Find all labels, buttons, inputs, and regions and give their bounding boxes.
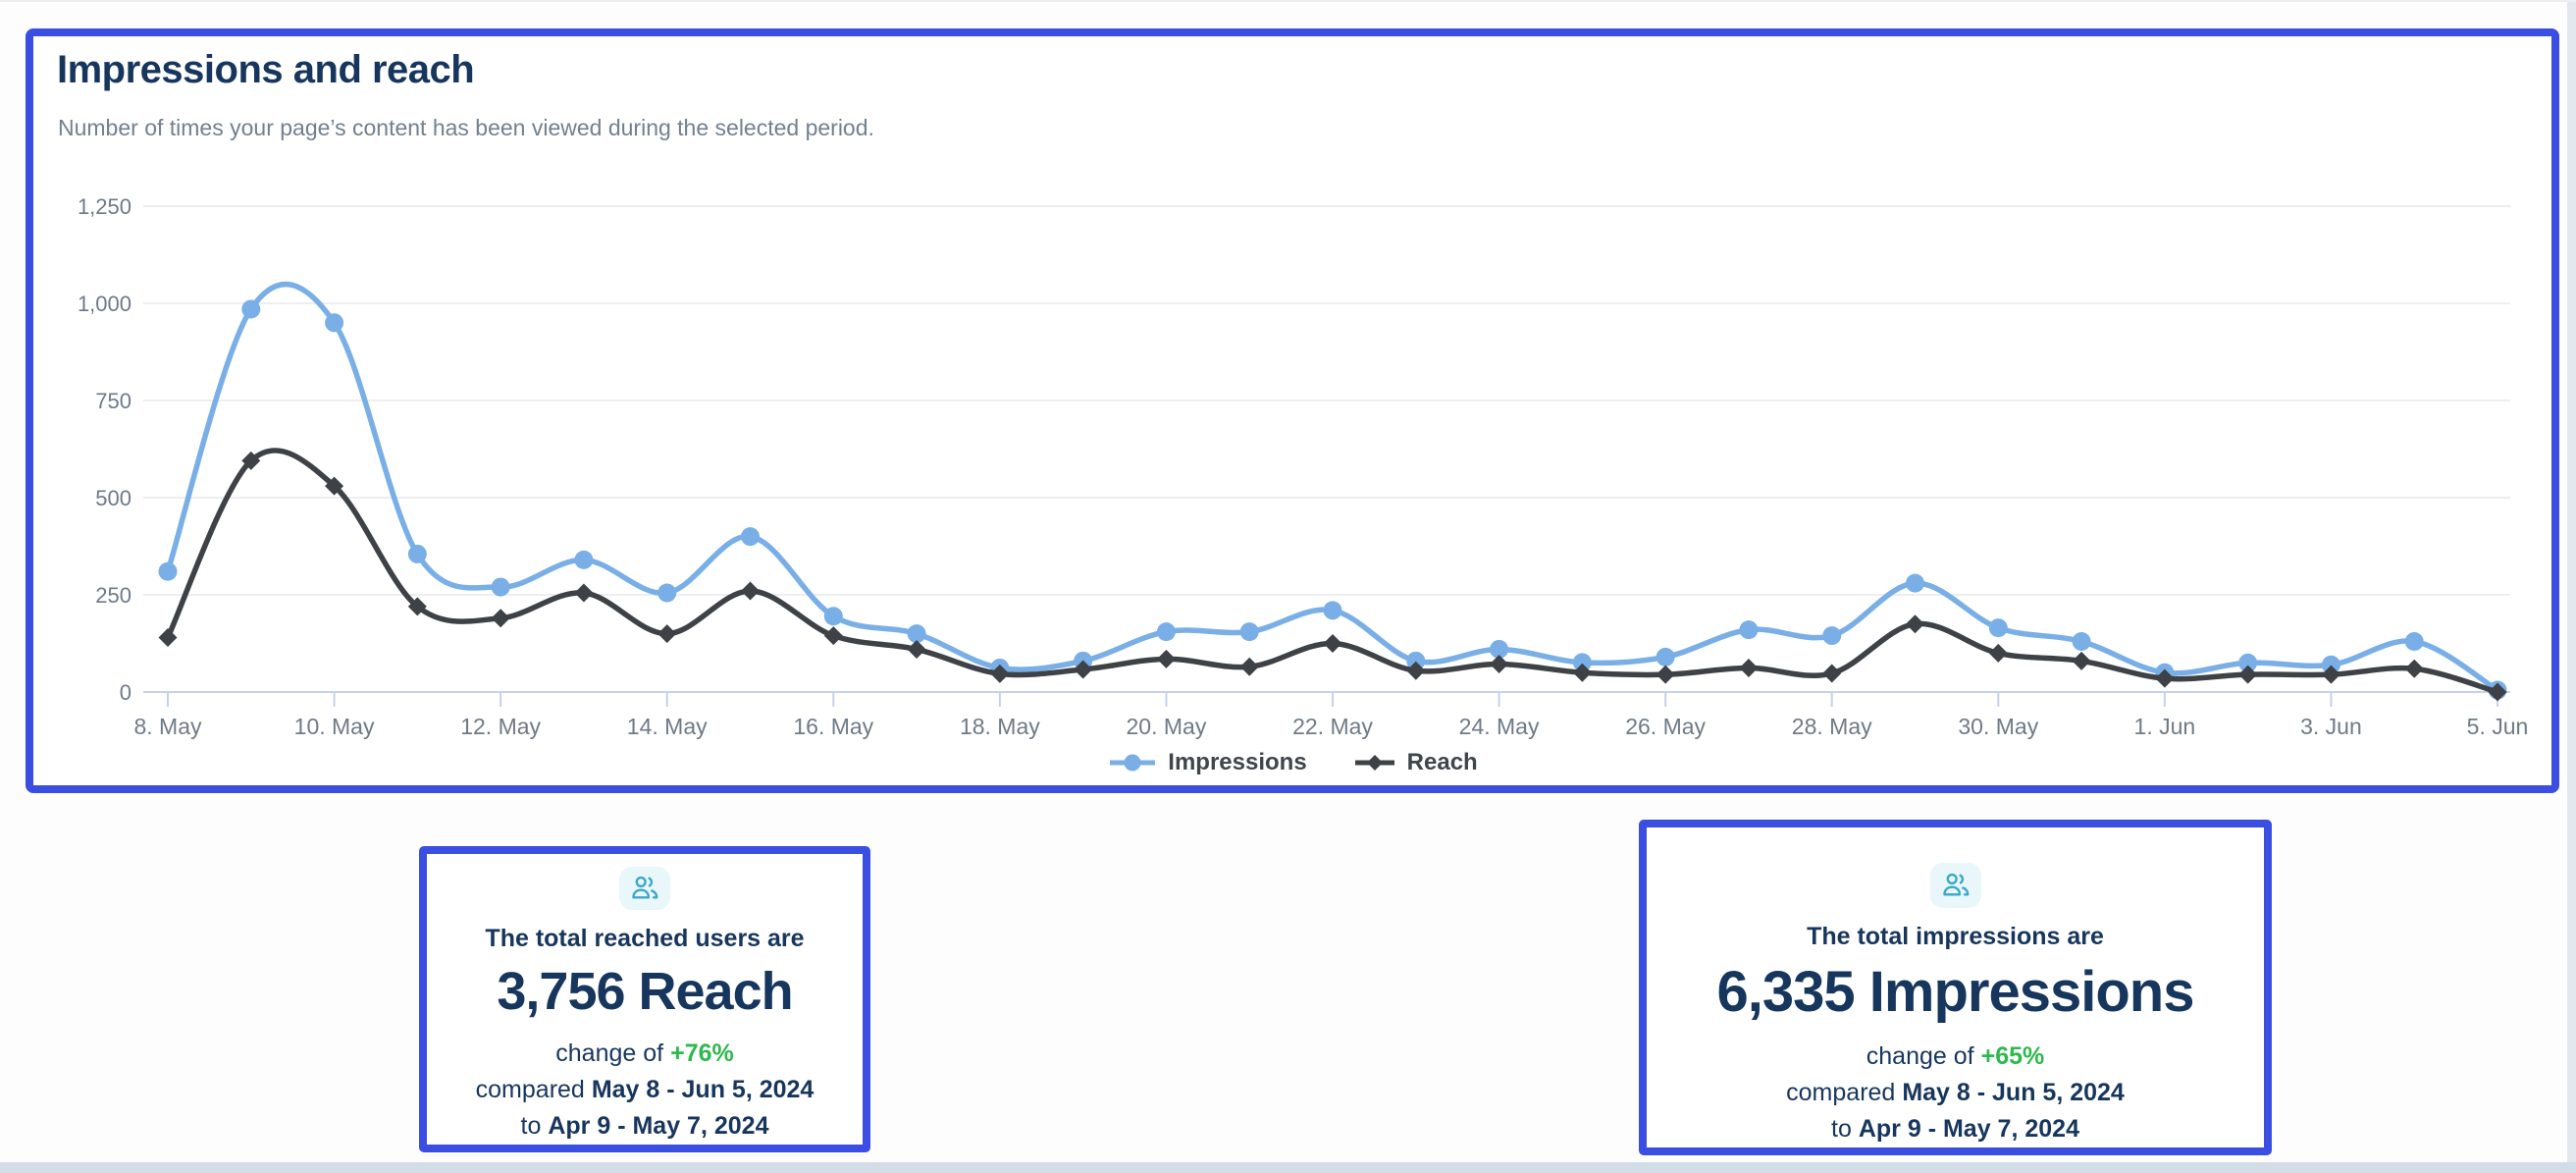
svg-text:10. May: 10. May xyxy=(294,714,375,739)
reach-summary-card: The total reached users are 3,756 Reach … xyxy=(419,846,870,1152)
impressions-reach-chart[interactable]: 0 250 500 750 1,000 1,250 8. May 10. May 12. May… xyxy=(33,36,2551,785)
users-icon xyxy=(619,867,670,910)
svg-text:24. May: 24. May xyxy=(1459,714,1540,739)
svg-text:30. May: 30. May xyxy=(1958,714,2038,739)
svg-text:3. Jun: 3. Jun xyxy=(2300,714,2362,739)
svg-text:26. May: 26. May xyxy=(1625,714,1706,739)
legend-item-reach[interactable]: Reach xyxy=(1352,749,1478,776)
reach-change-line: change of +76% xyxy=(555,1040,734,1067)
svg-text:12. May: 12. May xyxy=(460,714,541,739)
legend-item-impressions[interactable]: Impressions xyxy=(1107,749,1307,776)
impressions-compare-line: compared May 8 - Jun 5, 2024 xyxy=(1786,1079,2125,1106)
svg-text:250: 250 xyxy=(95,583,131,608)
impressions-total-value: 6,335 Impressions xyxy=(1716,960,2195,1024)
legend-label-impressions: Impressions xyxy=(1168,749,1307,775)
reach-card-heading: The total reached users are xyxy=(485,925,805,952)
impressions-change-percent: +65% xyxy=(1980,1042,2045,1070)
svg-text:20. May: 20. May xyxy=(1127,714,1207,739)
reach-base-line: to Apr 9 - May 7, 2024 xyxy=(520,1112,769,1140)
svg-text:0: 0 xyxy=(120,680,131,705)
svg-text:5. Jun: 5. Jun xyxy=(2467,714,2529,739)
impressions-base-line: to Apr 9 - May 7, 2024 xyxy=(1831,1115,2079,1143)
svg-text:750: 750 xyxy=(95,389,131,413)
impressions-change-line: change of +65% xyxy=(1866,1042,2045,1070)
impressions-line-icon xyxy=(1110,754,1156,772)
page-subtitle: Number of times your page’s content has … xyxy=(58,115,874,140)
reach-line-icon xyxy=(1354,755,1394,771)
svg-text:8. May: 8. May xyxy=(133,714,202,739)
svg-text:28. May: 28. May xyxy=(1792,714,1872,739)
reach-compare-line: compared May 8 - Jun 5, 2024 xyxy=(475,1076,815,1103)
legend-label-reach: Reach xyxy=(1406,749,1478,775)
reach-total-value: 3,756 Reach xyxy=(497,962,793,1021)
svg-text:22. May: 22. May xyxy=(1292,714,1373,739)
impressions-card-heading: The total impressions are xyxy=(1807,923,2104,950)
svg-text:1. Jun: 1. Jun xyxy=(2134,714,2196,739)
svg-text:1,250: 1,250 xyxy=(78,194,131,219)
page-title: Impressions and reach xyxy=(57,48,475,91)
svg-text:18. May: 18. May xyxy=(960,714,1040,739)
impressions-summary-card: The total impressions are 6,335 Impressi… xyxy=(1639,820,2272,1155)
viewport-right-edge xyxy=(2567,2,2576,1173)
chart-legend: Impressions Reach xyxy=(33,749,2551,776)
users-icon xyxy=(1929,863,1981,908)
impressions-reach-panel: Impressions and reach Number of times yo… xyxy=(26,28,2559,793)
svg-text:500: 500 xyxy=(95,486,131,510)
viewport-bottom-edge xyxy=(0,1162,2576,1173)
svg-text:16. May: 16. May xyxy=(793,714,873,739)
reach-change-percent: +76% xyxy=(670,1040,734,1067)
svg-text:14. May: 14. May xyxy=(627,714,708,739)
svg-text:1,000: 1,000 xyxy=(78,292,131,316)
